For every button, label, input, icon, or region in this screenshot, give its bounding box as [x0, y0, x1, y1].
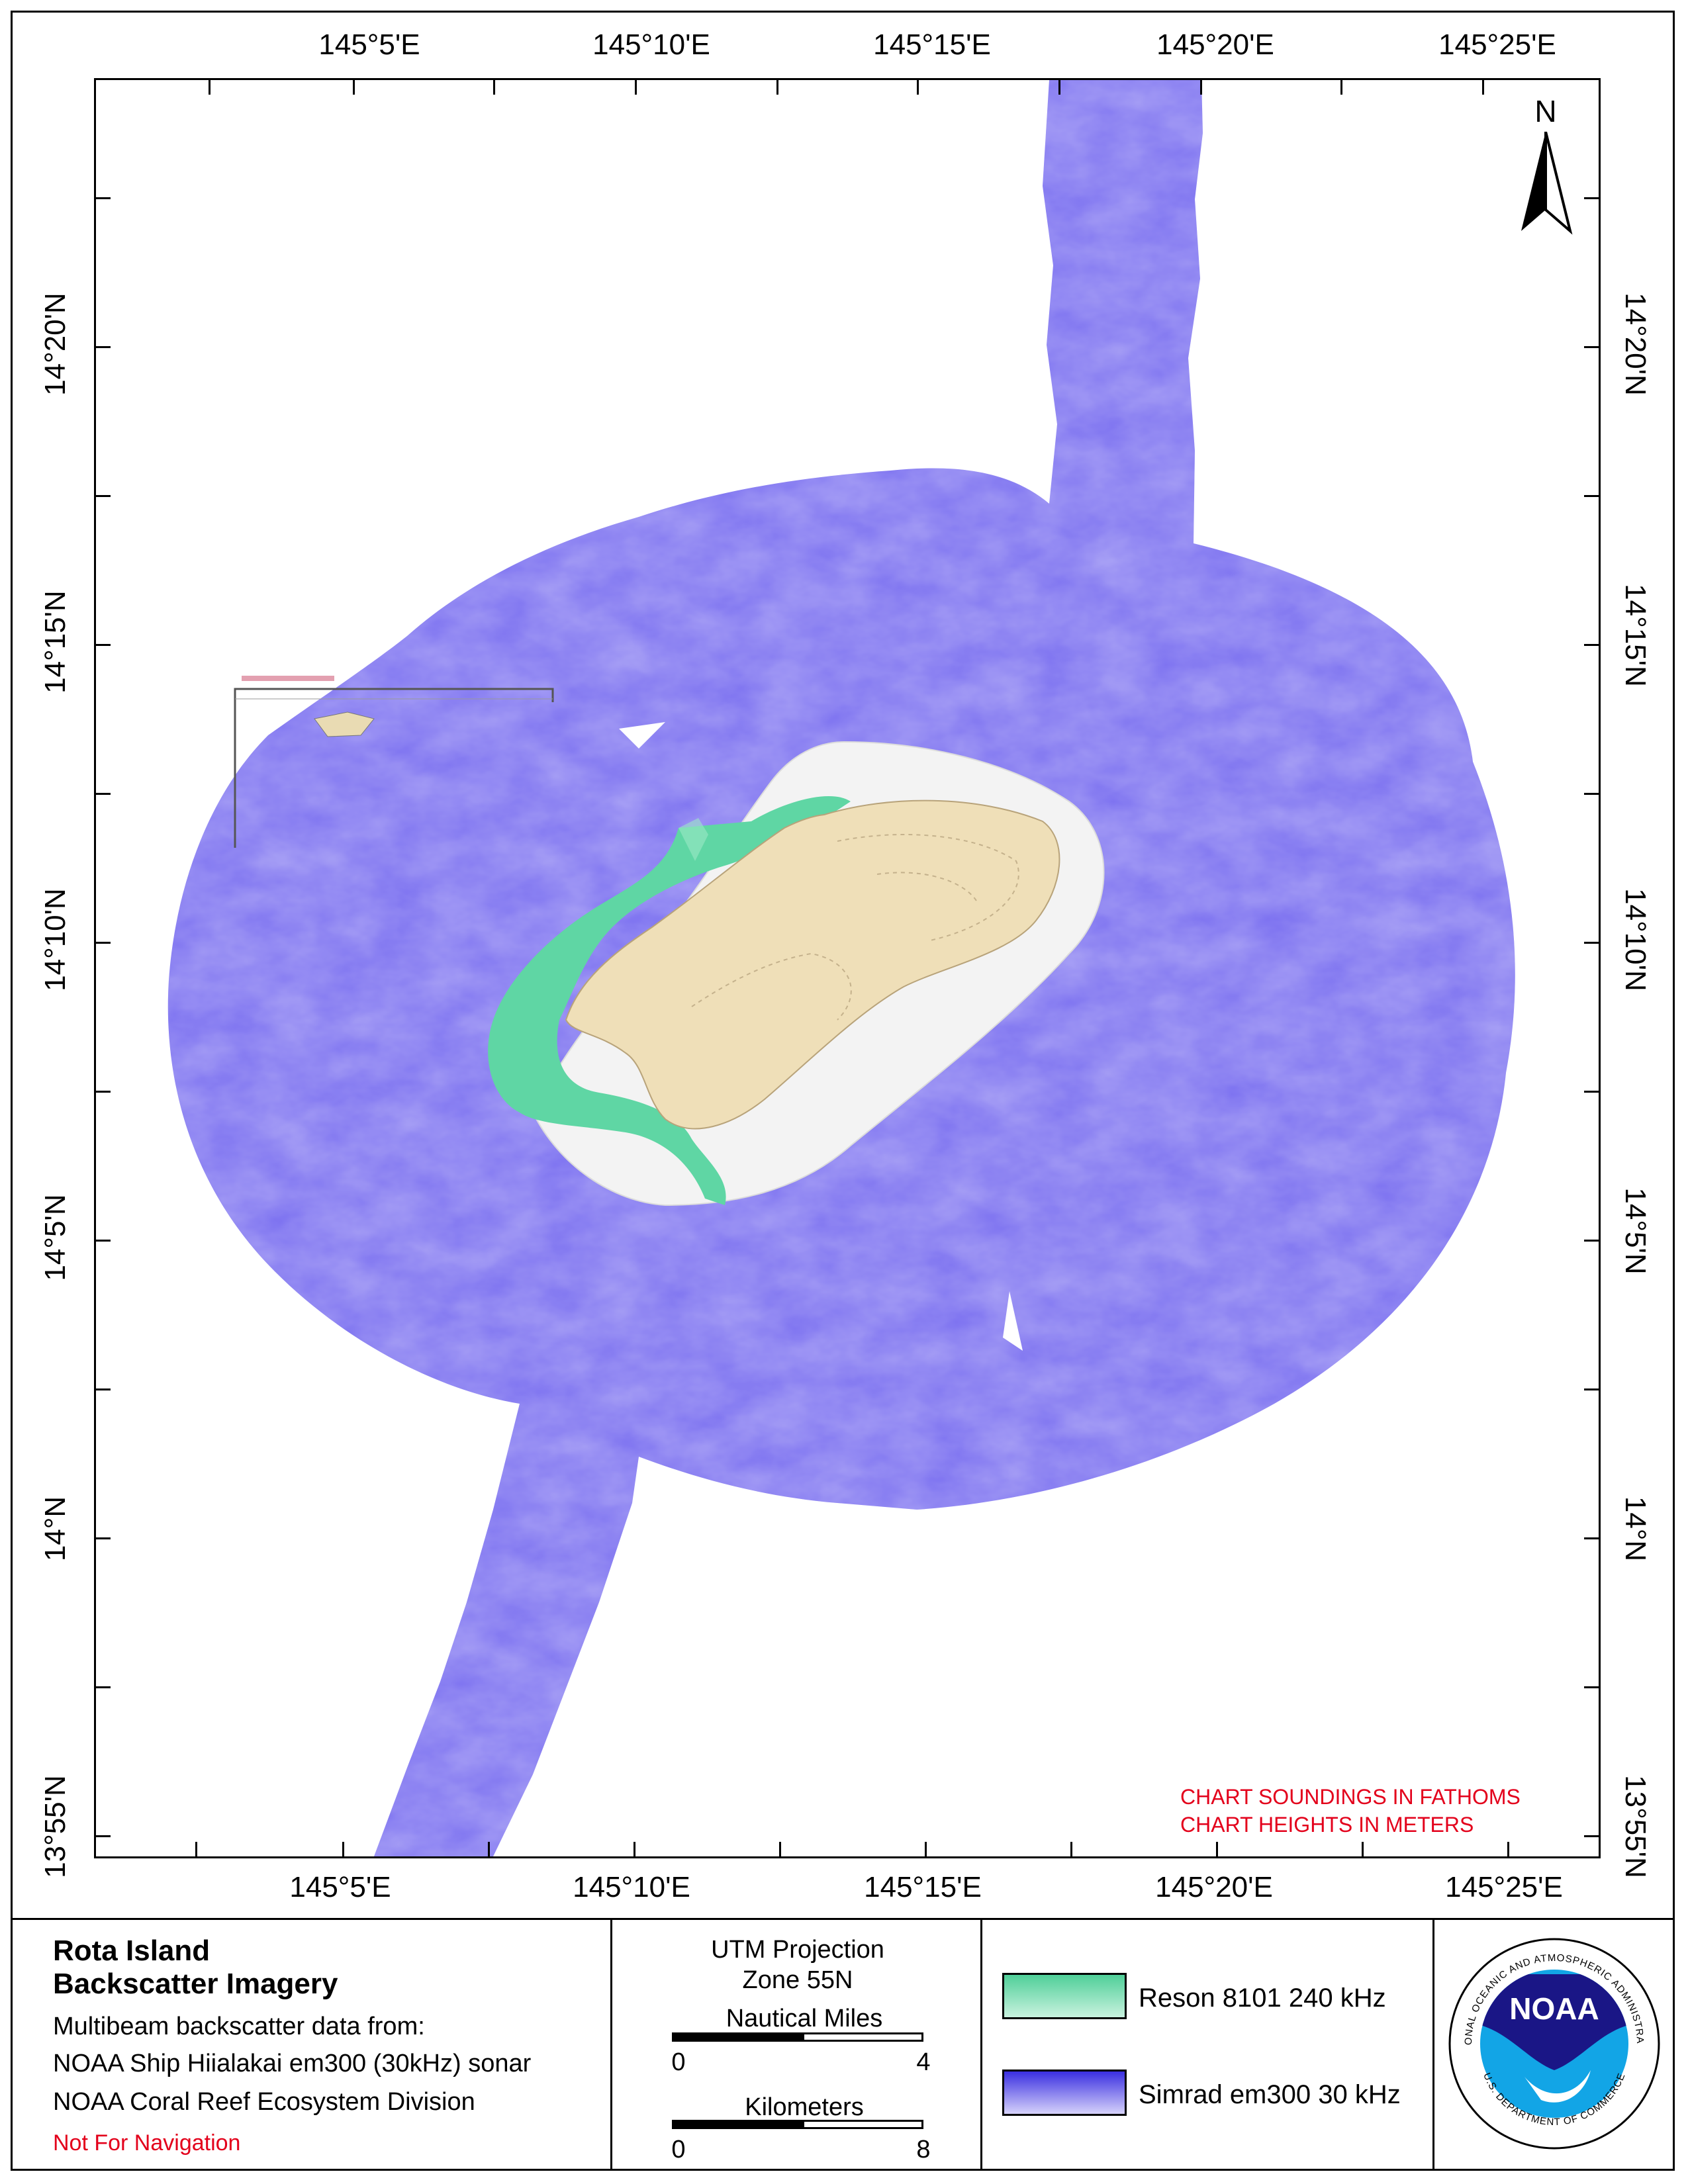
left-lat-label: 14°15'N — [39, 590, 71, 694]
left-lat-label: 14°20'N — [39, 293, 71, 396]
title-panel: Rota Island Backscatter Imagery Multibea… — [11, 1920, 610, 2171]
km-end: 8 — [916, 2136, 931, 2163]
reson-label: Reson 8101 240 kHz — [1139, 1983, 1386, 2013]
km-start: 0 — [671, 2136, 686, 2163]
credit-line2: NOAA Ship Hiialakai em300 (30kHz) sonar — [53, 2050, 532, 2077]
projection-line2: Zone 55N — [742, 1966, 853, 1994]
top-lon-label: 145°10'E — [592, 28, 710, 61]
right-lat-label: 14°5'N — [1619, 1187, 1652, 1275]
chart-note-heights: CHART HEIGHTS IN METERS — [1180, 1813, 1474, 1837]
reson-swatch — [1002, 1973, 1127, 2019]
noaa-logo-text: NOAA — [1509, 1991, 1599, 2026]
nautical-miles-label: Nautical Miles — [726, 2005, 883, 2032]
right-lat-label: 14°N — [1619, 1496, 1652, 1562]
credit-line3: NOAA Coral Reef Ecosystem Division — [53, 2088, 475, 2116]
top-lon-label: 145°15'E — [873, 28, 991, 61]
simrad-label: Simrad em300 30 kHz — [1139, 2080, 1401, 2109]
right-lat-label: 13°55'N — [1619, 1775, 1652, 1878]
credit-line1: Multibeam backscatter data from: — [53, 2013, 425, 2040]
kilometers-label: Kilometers — [745, 2093, 864, 2121]
projection-line1: UTM Projection — [711, 1936, 884, 1964]
map-frame — [11, 11, 1675, 2171]
bottom-lon-label: 145°10'E — [573, 1871, 690, 1903]
right-lat-label: 14°10'N — [1619, 888, 1652, 991]
north-arrow-icon — [1521, 132, 1573, 235]
north-arrow: N — [1516, 96, 1575, 235]
map-title-line2: Backscatter Imagery — [53, 1968, 338, 2000]
bottom-lon-label: 145°15'E — [864, 1871, 982, 1903]
left-lat-label: 14°10'N — [39, 888, 71, 991]
bottom-lon-label: 145°20'E — [1155, 1871, 1273, 1903]
left-lat-label: 14°N — [39, 1496, 71, 1562]
reson-coverage — [488, 796, 851, 1205]
noaa-logo: NOAA NATIONAL OCEANIC AND ATMOSPHERIC AD… — [1445, 1934, 1660, 2150]
backscatter-map — [167, 80, 1515, 1856]
left-lat-label: 14°5'N — [39, 1194, 71, 1281]
logo-panel: NOAA NATIONAL OCEANIC AND ATMOSPHERIC AD… — [1434, 1920, 1673, 2171]
top-lon-label: 145°25'E — [1438, 28, 1556, 61]
legend-bar: Rota Island Backscatter Imagery Multibea… — [11, 1918, 1675, 2171]
km-scale-white — [802, 2120, 923, 2129]
chart-note-soundings: CHART SOUNDINGS IN FATHOMS — [1180, 1785, 1521, 1809]
nm-end: 4 — [916, 2048, 931, 2076]
chart-inset — [234, 676, 554, 848]
map-title-line1: Rota Island — [53, 1934, 211, 1967]
north-arrow-label: N — [1534, 94, 1557, 128]
top-lon-label: 145°20'E — [1156, 28, 1274, 61]
nm-scale-black — [672, 2032, 804, 2042]
map-area[interactable]: N CHART SOUNDINGS IN FATHOMS CHART HEIGH… — [94, 78, 1601, 1858]
data-legend-panel: Reson 8101 240 kHz Simrad em300 30 kHz — [982, 1920, 1432, 2171]
nm-scale-white — [802, 2032, 923, 2042]
right-lat-label: 14°20'N — [1619, 293, 1652, 396]
left-lat-label: 13°55'N — [39, 1775, 71, 1878]
rota-island-land — [565, 799, 1060, 1130]
km-scale-black — [672, 2120, 804, 2129]
not-for-navigation: Not For Navigation — [53, 2130, 241, 2156]
island-contours — [691, 834, 1019, 1021]
simrad-swatch — [1002, 2070, 1127, 2116]
scale-panel: UTM Projection Zone 55N Nautical Miles 0… — [612, 1920, 980, 2171]
right-lat-label: 14°15'N — [1619, 584, 1652, 687]
top-lon-label: 145°5'E — [318, 28, 420, 61]
bottom-lon-label: 145°5'E — [289, 1871, 391, 1903]
bottom-lon-label: 145°25'E — [1445, 1871, 1563, 1903]
nm-start: 0 — [671, 2048, 686, 2076]
